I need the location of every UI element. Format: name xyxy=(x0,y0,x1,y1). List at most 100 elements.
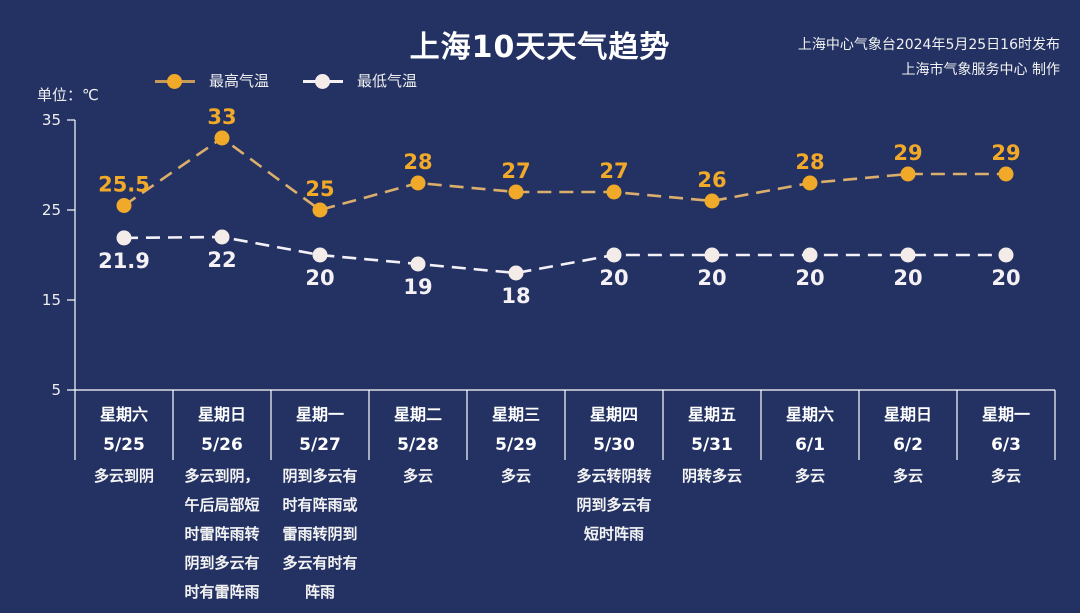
high-temp-point[interactable] xyxy=(116,198,132,213)
low-temp-label: 22 xyxy=(207,248,236,272)
weather-description: 多云 xyxy=(369,462,467,491)
weather-text-line: 雷雨转阴到 xyxy=(282,525,358,543)
high-temp-point[interactable] xyxy=(214,130,230,146)
weather-text-line: 多云 xyxy=(402,467,433,485)
weather-text-line: 阵雨 xyxy=(304,583,335,601)
high-temp-point[interactable] xyxy=(508,184,524,200)
weather-text-line: 多云有时有 xyxy=(282,554,358,572)
series-points xyxy=(116,130,1014,281)
date-label: 5/27 xyxy=(299,435,341,455)
weather-text-line: 阴到多云有 xyxy=(282,467,358,485)
low-temp-point[interactable] xyxy=(214,229,230,245)
legend-label-high: 最高气温 xyxy=(209,72,270,90)
weekday-label: 星期六 xyxy=(99,405,148,424)
high-temp-label: 29 xyxy=(991,141,1020,165)
low-temp-label: 20 xyxy=(991,266,1020,290)
weather-description: 阴到多云有 时有阵雨或 雷雨转阴到 多云有时有 阵雨 xyxy=(271,462,369,607)
day-column-header: 星期三 5/29 xyxy=(467,392,565,457)
date-label: 5/28 xyxy=(397,435,439,455)
date-label: 6/2 xyxy=(893,435,923,455)
weather-text-line: 时有雷阵雨 xyxy=(184,583,260,601)
series-lines xyxy=(123,136,1006,275)
weather-description: 多云到阴 xyxy=(75,462,173,491)
low-series-swatch-icon xyxy=(303,71,344,91)
y-tick-label: 35 xyxy=(42,111,61,129)
high-temp-label: 27 xyxy=(599,159,628,183)
low-temp-line xyxy=(123,235,1006,275)
day-column-header: 星期二 5/28 xyxy=(369,392,467,457)
low-temp-label: 21.9 xyxy=(98,249,150,273)
weather-text-line: 多云转阴转 xyxy=(576,467,652,485)
low-temp-point[interactable] xyxy=(900,247,916,263)
weather-text-line: 阴转多云 xyxy=(681,467,742,485)
high-temp-label: 29 xyxy=(893,141,922,165)
weather-description: 多云 xyxy=(957,462,1055,491)
weather-text-line: 阴到多云有 xyxy=(576,496,652,514)
weather-text-line: 午后局部短 xyxy=(184,496,260,514)
weekday-label: 星期四 xyxy=(589,405,638,424)
high-temp-point[interactable] xyxy=(704,193,720,209)
low-temp-label: 20 xyxy=(893,266,922,290)
weather-description: 多云 xyxy=(761,462,859,491)
weekday-label: 星期日 xyxy=(197,405,246,424)
high-temp-point[interactable] xyxy=(410,175,426,191)
date-label: 5/31 xyxy=(691,435,733,455)
low-temp-point[interactable] xyxy=(802,247,818,263)
weekday-label: 星期一 xyxy=(295,405,344,424)
legend-item-low[interactable]: 最低气温 xyxy=(303,70,417,91)
high-temp-label: 26 xyxy=(697,168,726,192)
weather-text-line: 阴到多云有 xyxy=(184,554,260,572)
high-temp-point[interactable] xyxy=(998,166,1014,182)
date-label: 5/26 xyxy=(201,435,243,455)
high-temp-label: 25 xyxy=(305,177,334,201)
high-temp-label: 33 xyxy=(207,105,236,129)
weather-description: 多云 xyxy=(859,462,957,491)
weekday-label: 星期日 xyxy=(883,405,932,424)
legend-item-high[interactable]: 最高气温 xyxy=(155,70,269,91)
low-temp-label: 20 xyxy=(305,266,334,290)
high-temp-label: 28 xyxy=(403,150,432,174)
high-temp-point[interactable] xyxy=(312,202,328,218)
low-temp-point[interactable] xyxy=(606,247,622,263)
weather-text-line: 多云到阴， xyxy=(184,467,260,485)
weekday-label: 星期一 xyxy=(981,405,1030,424)
weather-description: 阴转多云 xyxy=(663,462,761,491)
date-label: 6/1 xyxy=(795,435,825,455)
weekday-label: 星期三 xyxy=(491,405,540,424)
high-temp-label: 28 xyxy=(795,150,824,174)
weather-text-line: 多云 xyxy=(892,467,923,485)
weather-description: 多云转阴转阴到多云有短时阵雨 xyxy=(565,462,663,549)
high-temp-point[interactable] xyxy=(900,166,916,182)
weather-description: 多云到阴， 午后局部短时雷阵雨转阴到多云有时有雷阵雨 xyxy=(173,462,271,607)
legend-label-low: 最低气温 xyxy=(357,72,418,90)
day-column-header: 星期日 5/26 xyxy=(173,392,271,457)
low-temp-point[interactable] xyxy=(116,230,132,246)
low-temp-point[interactable] xyxy=(704,247,720,263)
weather-text-line: 多云到阴 xyxy=(93,467,154,485)
weather-text-line: 多云 xyxy=(794,467,825,485)
high-temp-point[interactable] xyxy=(802,175,818,191)
low-temp-label: 20 xyxy=(795,266,824,290)
y-tick-label: 25 xyxy=(42,201,61,219)
high-temp-line xyxy=(123,136,1006,212)
day-column-header: 星期四 5/30 xyxy=(565,392,663,457)
high-temp-label: 25.5 xyxy=(98,173,150,197)
low-temp-point[interactable] xyxy=(410,256,426,272)
low-temp-label: 20 xyxy=(697,266,726,290)
low-temp-point[interactable] xyxy=(998,247,1014,263)
unit-label: 单位：℃ xyxy=(37,86,99,104)
producer-credit: 上海市气象服务中心 制作 xyxy=(901,62,1060,78)
issuer-credit: 上海中心气象台2024年5月25日16时发布 xyxy=(797,37,1060,53)
weather-description: 多云 xyxy=(467,462,565,491)
date-label: 5/29 xyxy=(495,435,537,455)
weather-text-line: 短时阵雨 xyxy=(583,525,644,543)
low-temp-point[interactable] xyxy=(312,247,328,263)
y-tick-label: 15 xyxy=(42,291,61,309)
low-temp-label: 18 xyxy=(501,284,530,308)
low-temp-point[interactable] xyxy=(508,265,524,281)
weather-text-line: 时雷阵雨转 xyxy=(184,525,260,543)
high-temp-label: 27 xyxy=(501,159,530,183)
date-label: 5/25 xyxy=(103,435,145,455)
high-temp-point[interactable] xyxy=(606,184,622,200)
